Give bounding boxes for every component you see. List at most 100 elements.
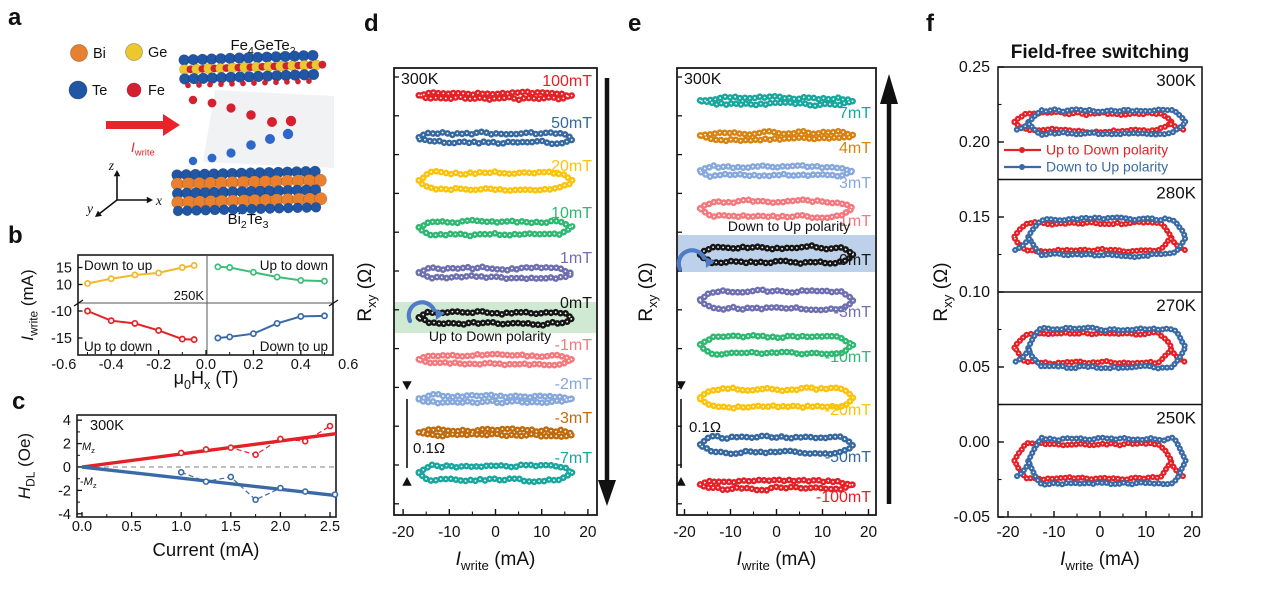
write-current-arrow — [106, 121, 163, 129]
gap-slab — [203, 90, 334, 168]
x-tick-label: -20 — [673, 524, 696, 541]
y-tick-label: 4 — [63, 413, 71, 429]
bi-sphere — [313, 173, 327, 187]
temperature-label: 300K — [401, 71, 439, 88]
temperature-label: 300K — [1156, 71, 1196, 90]
te-sphere — [237, 204, 248, 215]
data-marker — [227, 444, 235, 451]
loop-blue-250K — [1025, 434, 1189, 488]
y-tick-label: 0.15 — [959, 209, 990, 226]
panel-label-a: a — [8, 4, 22, 31]
fe-atom — [285, 115, 297, 127]
axis-break-mark — [73, 299, 84, 307]
loop--7mT-centers — [417, 463, 574, 483]
bi-sphere — [314, 192, 328, 206]
loop-red-tail-centers — [1170, 462, 1187, 479]
panel-label-f: f — [926, 10, 934, 37]
te-sphere — [172, 205, 184, 217]
te-sphere — [273, 203, 285, 214]
loop-red-250K-centers — [1013, 442, 1173, 481]
y-axis-title: Rxy (Ω) — [931, 262, 955, 321]
x-axis-title: Iwrite (mA) — [1060, 549, 1140, 573]
loop-label--1mT: -1mT — [555, 337, 593, 354]
data-marker — [277, 484, 284, 492]
y-tick-label: -10 — [51, 304, 72, 320]
panel-title: Field-free switching — [1011, 42, 1189, 63]
panel-label-d: d — [364, 10, 379, 37]
loop-7mT — [696, 92, 857, 110]
temperature-label: 300K — [684, 71, 722, 88]
loop-label-50mT: 50mT — [551, 115, 592, 132]
loop-blue-tail-centers — [1013, 123, 1030, 132]
loop-label-10mT: 10mT — [551, 205, 592, 222]
data-marker — [331, 491, 339, 498]
loop-blue-270K — [1025, 324, 1189, 372]
legend-label-0: Up to Down polarity — [1046, 142, 1168, 158]
x-tick-label: -10 — [438, 524, 461, 541]
write-current-label: Iwrite — [131, 140, 155, 159]
series-line-2 — [87, 310, 195, 341]
loop-label--100mT: -100mT — [816, 489, 871, 506]
loop--3mT — [415, 425, 576, 440]
scalebar-label: 0.1Ω — [413, 440, 445, 457]
te-sphere — [181, 205, 193, 216]
axis-break-mark — [328, 299, 339, 307]
x-tick-label: -0.6 — [51, 357, 76, 373]
loop-4mT — [696, 127, 857, 145]
legend-label-Fe: Fe — [148, 83, 165, 99]
legend-sphere-Bi — [70, 44, 88, 62]
series-marker — [226, 264, 234, 271]
x-tick-label: -0.2 — [146, 357, 171, 373]
series-marker — [273, 319, 281, 327]
y-tick-label: -4 — [58, 507, 71, 523]
y-tick-label: 2 — [63, 437, 71, 453]
series-marker — [249, 268, 257, 276]
loop-20mT — [415, 167, 576, 195]
te-sphere — [255, 203, 267, 215]
y-axis-title: Rxy (Ω) — [636, 262, 660, 321]
legend-sphere-Ge — [125, 43, 143, 61]
scalebar-arrow-bottom — [402, 477, 412, 486]
x-tick-label: 0 — [772, 524, 781, 541]
legend-label-Ge: Ge — [148, 45, 167, 61]
x-axis-title: Iwrite (mA) — [456, 549, 536, 573]
te-sphere — [310, 202, 322, 213]
series-marker — [190, 262, 198, 269]
loop--100mT — [696, 476, 857, 494]
panel-e: -20 -10 0 10 20 300K 7mT 4mT 3mT 1mT 0mT -3mT -10mT -… — [636, 67, 898, 573]
series-marker — [321, 277, 328, 285]
fe-atom — [188, 95, 198, 105]
loop-label--3mT: -3mT — [555, 410, 593, 427]
temperature-label: 280K — [1156, 184, 1196, 203]
panel-a: BiGeTeFeFe4GeTe2Bi2Te3Iwritezxy — [68, 37, 334, 231]
te-sphere — [209, 204, 221, 216]
fe-sphere — [207, 81, 213, 88]
x-tick-label: 0.0 — [72, 519, 92, 535]
loop-label-1mT: 1mT — [560, 250, 592, 267]
data-marker — [252, 451, 259, 459]
x-tick-label: -20 — [996, 524, 1019, 541]
y-tick-label: 15 — [56, 261, 72, 277]
legend-sphere-Fe — [126, 82, 142, 98]
x-tick-label: 0 — [1096, 524, 1105, 541]
x-tick-label: 1.5 — [221, 519, 241, 535]
x-tick-label: 10 — [1137, 524, 1155, 541]
loop-label-7mT: 7mT — [839, 105, 871, 122]
panel-c: 4 2 0 -2 -40.0 0.5 1.0 1.5 2.0 2.5 300K Mz -Mz HDL (O… — [15, 413, 340, 560]
te-atom — [265, 134, 275, 144]
te-sphere — [200, 205, 211, 216]
loop-blue-300K-centers — [1027, 108, 1187, 136]
loop-red-270K — [1011, 329, 1175, 368]
te-sphere — [218, 204, 230, 216]
series-marker — [214, 263, 222, 271]
circular-arrow-head-icon — [435, 309, 445, 320]
y-tick-label: 0.10 — [959, 284, 990, 301]
data-marker — [252, 496, 259, 504]
fe-sphere — [273, 79, 279, 86]
loop-label--50mT: -50mT — [825, 449, 871, 466]
loop--10mT-centers — [699, 334, 854, 357]
y-tick-label: 0.05 — [959, 359, 990, 376]
scalebar-arrow-bottom — [676, 477, 686, 486]
